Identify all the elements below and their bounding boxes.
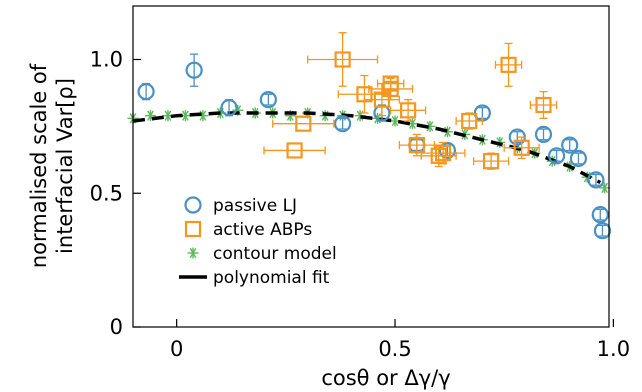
plot-area: [127, 32, 612, 240]
circle-marker: [547, 147, 566, 165]
circle-marker: [587, 171, 605, 189]
data-point-active: [307, 32, 379, 87]
data-point-passive: [185, 53, 203, 87]
y-tick-label: 0.5: [90, 181, 123, 205]
circle-marker: [220, 99, 238, 117]
data-point-active: [420, 141, 466, 165]
data-point-passive: [591, 206, 609, 224]
data-point-passive: [534, 125, 553, 143]
legend-circle-marker: [184, 196, 202, 214]
data-point-passive: [547, 147, 566, 165]
data-point-passive: [334, 115, 352, 133]
square-marker: [400, 102, 417, 119]
data-point-active: [472, 152, 510, 170]
legend-label: active ABPs: [213, 220, 312, 240]
data-point-active: [398, 133, 435, 157]
square-marker: [500, 56, 517, 73]
y-axis-label-line-2: interfacial Var[ρ]: [53, 78, 77, 254]
data-point-active: [390, 98, 427, 122]
plot-frame: [132, 5, 610, 328]
data-point-passive: [593, 222, 612, 240]
square-marker: [482, 153, 500, 170]
y-axis-label-line-1: normalised scale of: [27, 63, 51, 268]
x-tick-label: 0.5: [378, 337, 411, 361]
legend-label: passive LJ: [213, 196, 297, 216]
data-point-passive: [569, 149, 588, 168]
circle-marker: [569, 149, 588, 168]
circle-marker: [593, 222, 612, 240]
circle-marker: [137, 82, 155, 101]
data-point-active: [494, 42, 523, 87]
axes: 0 0.5 1.0 0 0.5 1.0: [90, 5, 630, 361]
data-point-active: [263, 142, 326, 159]
square-marker: [434, 145, 452, 162]
data-point-active: [455, 112, 484, 130]
legend-entry: active ABPs: [184, 220, 312, 240]
circle-marker: [534, 125, 553, 143]
x-tick-label: 1.0: [597, 337, 630, 361]
data-point-active: [376, 75, 405, 92]
square-marker: [513, 139, 530, 156]
legend-label: contour model: [213, 244, 337, 264]
series-active-abps: [263, 32, 558, 170]
circle-marker: [334, 115, 352, 133]
x-tick-label: 0: [170, 337, 183, 361]
legend-asterisk-marker: [187, 247, 199, 259]
square-marker: [382, 75, 399, 92]
data-point-passive: [259, 91, 277, 109]
fit-line: [132, 111, 602, 185]
y-tick-label: 1.0: [90, 48, 123, 72]
circle-marker: [438, 141, 457, 160]
circle-marker: [561, 136, 579, 154]
data-point-active: [272, 115, 335, 132]
circle-marker: [591, 206, 609, 224]
square-marker: [535, 96, 552, 114]
data-point-active: [529, 90, 558, 119]
data-point-active: [503, 136, 540, 160]
legend-entry: passive LJ: [184, 196, 297, 216]
legend-square-marker: [184, 220, 202, 238]
series-contour-model: [127, 104, 611, 194]
data-point-passive: [137, 82, 155, 101]
data-point-passive: [587, 171, 605, 189]
square-marker: [334, 51, 351, 68]
square-marker: [461, 112, 478, 130]
legend-label: polynomial fit: [213, 268, 330, 288]
y-tick-label: 0: [110, 315, 123, 339]
square-marker: [408, 137, 425, 154]
y-axis-title: normalised scale of interfacial Var[ρ]: [27, 63, 77, 268]
legend: passive LJ active ABPs contour model polyno…: [179, 196, 337, 288]
legend-entry: polynomial fit: [179, 268, 330, 288]
circle-marker: [185, 61, 203, 79]
x-axis-label: cosθ or Δγ/γ: [321, 366, 450, 390]
legend-entry: contour model: [187, 244, 337, 264]
circle-marker: [259, 91, 277, 109]
square-marker: [430, 147, 447, 164]
square-marker: [286, 142, 303, 159]
data-point-passive: [220, 98, 238, 117]
data-point-passive: [561, 136, 579, 154]
square-marker: [295, 115, 312, 132]
